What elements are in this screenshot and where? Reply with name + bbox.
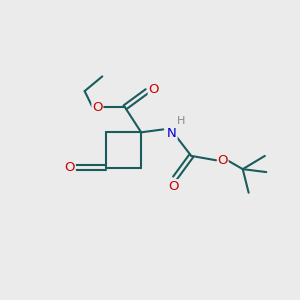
- Text: O: O: [218, 154, 228, 167]
- Text: N: N: [167, 127, 177, 140]
- Text: H: H: [177, 116, 185, 126]
- Text: O: O: [148, 83, 159, 96]
- Text: O: O: [92, 101, 103, 114]
- Text: O: O: [168, 180, 179, 193]
- Text: O: O: [65, 161, 75, 174]
